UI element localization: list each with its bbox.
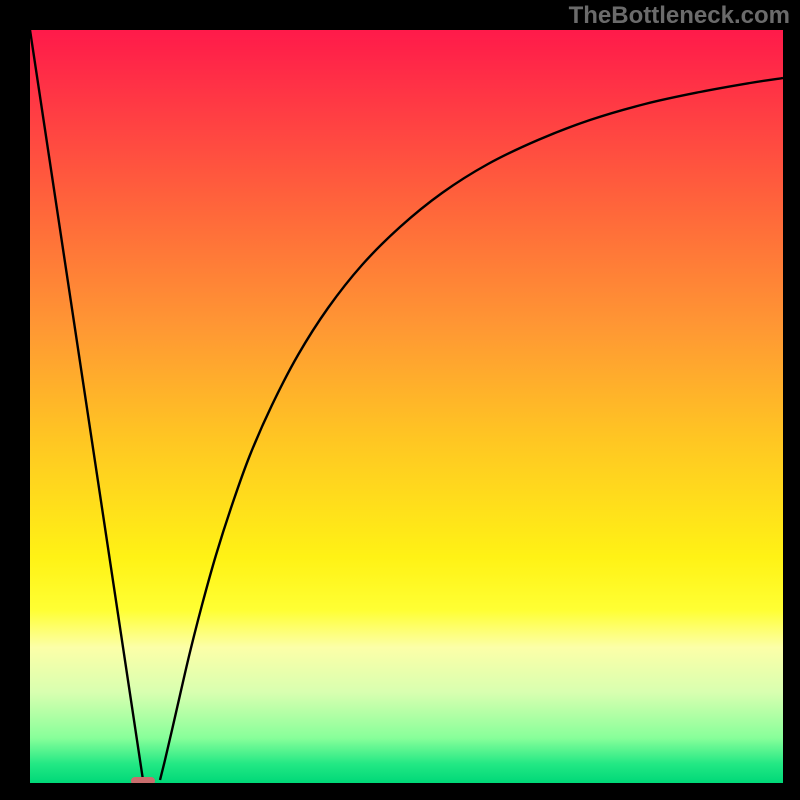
bottleneck-marker <box>131 777 155 783</box>
curve-layer <box>30 30 783 783</box>
watermark-text: TheBottleneck.com <box>569 2 790 30</box>
chart-container: TheBottleneck.com <box>0 0 800 800</box>
plot-area <box>30 30 783 783</box>
curve-right-segment <box>160 78 783 780</box>
curve-left-segment <box>30 30 143 780</box>
